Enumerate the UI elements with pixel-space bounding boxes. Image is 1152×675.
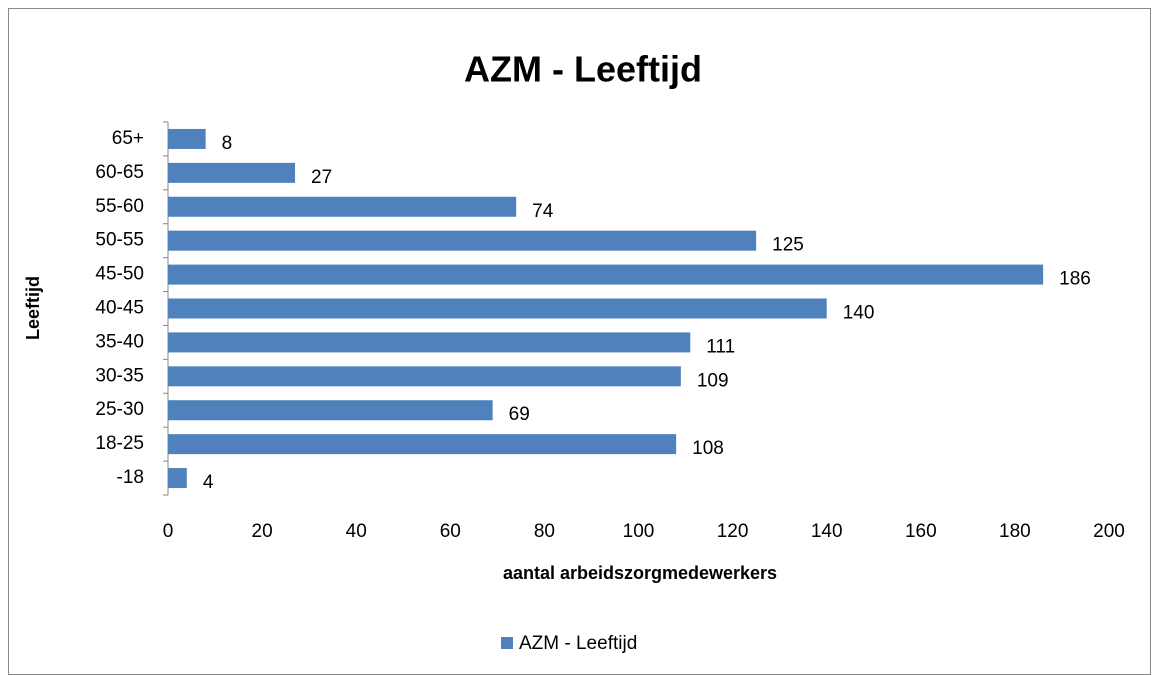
data-label: 109 [697,370,729,391]
x-tick-label: 160 [905,521,937,542]
x-tick-label: 200 [1093,521,1125,542]
data-label: 74 [532,201,554,222]
bar [168,332,691,353]
y-tick-label: 18-25 [95,433,144,454]
data-label: 125 [772,235,804,256]
x-tick-label: 100 [623,521,655,542]
bar [168,400,493,421]
y-tick-label: 50-55 [95,230,144,251]
y-tick-label: 40-45 [95,298,144,319]
bar [168,230,757,251]
bar [168,264,1044,285]
x-tick-label: 40 [346,521,367,542]
bar [168,128,206,149]
data-label: 140 [843,303,875,324]
chart-title: AZM - Leeftijd [464,49,702,90]
y-tick-label: 65+ [112,128,144,149]
data-label: 69 [509,404,530,425]
data-label: 111 [706,336,735,357]
y-tick-label: 25-30 [95,399,144,420]
y-tick-label: 55-60 [95,196,144,217]
y-tick-label: 30-35 [95,365,144,386]
bar [168,162,296,183]
y-tick-label: 35-40 [95,331,144,352]
x-tick-label: 120 [717,521,749,542]
y-tick-label: 45-50 [95,264,144,285]
bar [168,468,187,489]
bar [168,298,827,319]
bar [168,434,677,455]
y-axis-label: Leeftijd [23,276,43,340]
legend-swatch [501,637,513,649]
x-tick-label: 140 [811,521,843,542]
data-label: 186 [1059,269,1091,290]
x-axis-label: aantal arbeidszorgmedewerkers [503,563,777,583]
bar [168,196,517,217]
data-label: 8 [222,133,233,154]
data-label: 108 [692,438,724,459]
x-tick-label: 0 [163,521,174,542]
y-tick-label: 60-65 [95,162,144,183]
x-tick-label: 20 [252,521,273,542]
x-tick-label: 60 [440,521,461,542]
y-tick-label: -18 [117,467,144,488]
data-label: 4 [203,472,214,493]
x-tick-label: 180 [999,521,1031,542]
bar [168,366,681,387]
x-tick-label: 80 [534,521,555,542]
legend-label: AZM - Leeftijd [519,633,637,654]
data-label: 27 [311,167,332,188]
